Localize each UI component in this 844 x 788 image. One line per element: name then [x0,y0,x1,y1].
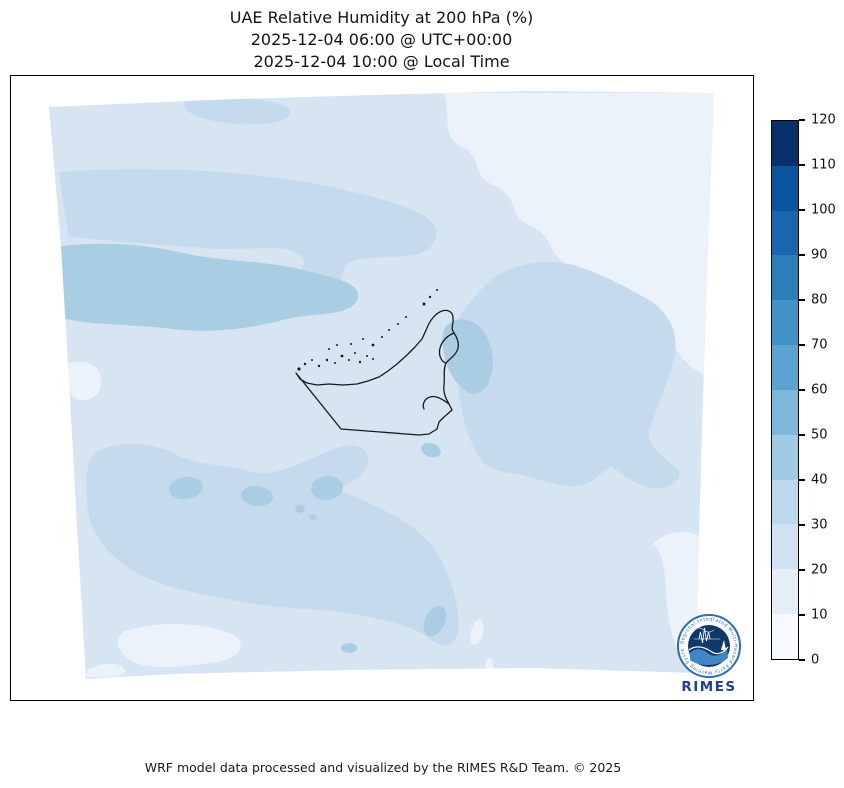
internal-border [422,395,450,410]
contour-band-40-50-west-band [49,243,358,331]
contour-band-10-20-southwest [117,623,241,668]
colorbar-segment [772,255,798,301]
colorbar-segment [772,479,798,525]
plot-title-line3: 2025-12-04 10:00 @ Local Time [253,52,510,71]
contour-band-40-50-musandam [442,319,493,394]
colorbar-tick-label: 0 [811,652,820,668]
colorbar-tick-label: 40 [811,472,828,488]
map-axes-frame [10,75,754,701]
contour-band-40-50-spot [309,514,317,520]
plot-title-block: UAE Relative Humidity at 200 hPa (%) 202… [10,7,753,73]
rimes-logo: Regional Integrated Multi-Hazard Early W… [664,608,741,695]
contour-band-40-50-spot [295,505,305,513]
colorbar-segment [772,345,798,390]
colorbar-tick-label: 30 [811,517,828,533]
logo-wordmark: RIMES [681,679,736,695]
colorbar-tick-label: 110 [811,157,836,173]
colorbar-segment [772,614,798,659]
colorbar-segment [772,524,798,570]
colorbar-segment [772,165,798,211]
contour-band-40-50-spot [423,605,447,637]
plot-title-line2: 2025-12-04 06:00 @ UTC+00:00 [250,30,513,49]
colorbar-tick-label: 100 [811,202,836,218]
colorbar-segment [772,210,798,256]
colorbar-segment [772,121,798,166]
contour-band-40-50-spot [169,476,203,500]
colorbar-swatches [771,120,799,660]
colorbar-tick-mark [799,164,805,166]
colorbar-tick-mark [799,434,805,436]
colorbar-tick-mark [799,524,805,526]
contour-band-30-40-northwest [59,169,437,293]
logo-wave [690,648,728,666]
humidity-contour-map [49,91,714,679]
colorbar-tick-mark [799,479,805,481]
contour-band-10-20-southwest-edge [87,663,126,678]
contour-band-10-20-spot [485,658,493,674]
contour-band-10-20-spot [470,619,484,645]
colorbar-segment [772,300,798,346]
colorbar-tick-label: 120 [811,112,836,128]
contour-band-10-20-west-edge [64,361,102,401]
contour-band-40-50-spot [421,442,441,458]
colorbar-tick-label: 50 [811,427,828,443]
contour-band-30-40-north [183,97,291,125]
colorbar-tick-mark [799,659,805,661]
colorbar-tick-label: 10 [811,607,828,623]
contour-band-40-50-spot [341,643,357,653]
colorbar-tick-label: 60 [811,382,828,398]
logo-mountain-line [693,627,715,633]
model-domain [49,91,714,679]
offshore-islands [297,289,438,371]
contour-band-30-40-east-mass [454,261,680,489]
contour-band-40-50-spot [241,485,273,507]
colorbar-tick-mark [799,254,805,256]
footer-credit: WRF model data processed and visualized … [144,760,622,775]
uae-coastline-and-border [295,309,460,436]
colorbar-segment [772,389,798,435]
contour-band-40-50-spot [311,475,343,501]
colorbar-tick-mark [799,209,805,211]
colorbar-tick-mark [799,119,805,121]
logo-wave-crest [688,646,729,655]
colorbar-segment [772,569,798,615]
colorbar-tick-mark [799,569,805,571]
colorbar-tick-label: 20 [811,562,828,578]
colorbar-tick-label: 70 [811,337,828,353]
colorbar-tick-label: 80 [811,292,828,308]
colorbar-tick-mark [799,299,805,301]
uae-boundary [295,309,460,436]
colorbar-tick-mark [799,389,805,391]
plot-title-line1: UAE Relative Humidity at 200 hPa (%) [229,8,534,27]
colorbar-tick-label: 90 [811,247,828,263]
internal-border [438,332,455,364]
logo-lighthouse-icon [721,640,726,650]
colorbar: 0 10 20 30 40 50 60 70 80 90 100 110 120 [771,113,841,668]
colorbar-tick-mark [799,344,805,346]
colorbar-segment [772,434,798,480]
colorbar-tick-mark [799,614,805,616]
